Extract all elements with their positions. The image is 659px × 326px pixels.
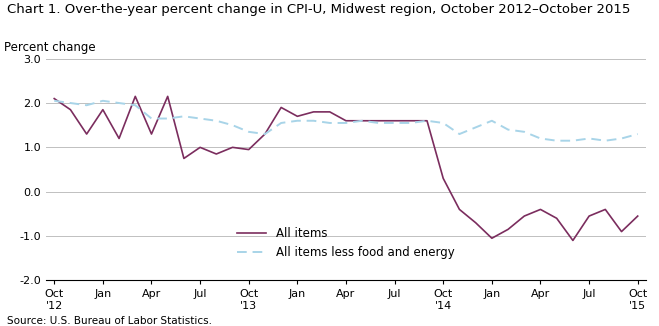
All items less food and energy — [358, 119, 366, 123]
All items — [634, 214, 642, 218]
All items less food and energy — [602, 139, 610, 143]
All items less food and energy — [180, 114, 188, 118]
Text: Percent change: Percent change — [4, 41, 96, 54]
All items less food and energy — [407, 121, 415, 125]
All items less food and energy — [115, 101, 123, 105]
All items — [293, 114, 301, 118]
All items — [374, 119, 382, 123]
All items less food and energy — [440, 121, 447, 125]
All items — [536, 207, 544, 211]
All items less food and energy — [244, 130, 252, 134]
All items less food and energy — [617, 137, 625, 141]
All items — [67, 108, 74, 111]
All items — [148, 132, 156, 136]
All items — [229, 145, 237, 149]
All items less food and energy — [261, 132, 269, 136]
All items less food and energy — [569, 139, 577, 143]
All items less food and energy — [536, 137, 544, 141]
All items — [99, 108, 107, 111]
All items less food and energy — [82, 103, 90, 107]
All items — [212, 152, 220, 156]
All items less food and energy — [148, 117, 156, 121]
All items less food and energy — [293, 119, 301, 123]
All items — [277, 106, 285, 110]
All items — [391, 119, 399, 123]
All items — [423, 119, 431, 123]
All items less food and energy — [196, 117, 204, 121]
Line: All items less food and energy: All items less food and energy — [54, 101, 638, 141]
All items — [261, 132, 269, 136]
All items less food and energy — [455, 132, 463, 136]
All items — [326, 110, 333, 114]
All items less food and energy — [50, 99, 58, 103]
All items — [310, 110, 318, 114]
All items — [504, 228, 512, 231]
All items — [407, 119, 415, 123]
All items less food and energy — [131, 103, 139, 107]
All items — [180, 156, 188, 160]
All items less food and energy — [342, 121, 350, 125]
All items — [163, 95, 171, 98]
All items — [521, 214, 529, 218]
All items less food and energy — [99, 99, 107, 103]
Legend: All items, All items less food and energy: All items, All items less food and energ… — [232, 222, 459, 263]
All items less food and energy — [634, 132, 642, 136]
All items less food and energy — [229, 123, 237, 127]
All items less food and energy — [423, 119, 431, 123]
All items — [553, 216, 561, 220]
All items — [244, 148, 252, 152]
All items — [569, 239, 577, 243]
All items — [358, 119, 366, 123]
All items less food and energy — [163, 117, 171, 121]
All items — [488, 236, 496, 240]
All items less food and energy — [374, 121, 382, 125]
All items less food and energy — [310, 119, 318, 123]
All items — [585, 214, 593, 218]
All items — [472, 221, 480, 225]
Line: All items: All items — [54, 96, 638, 241]
All items less food and energy — [488, 119, 496, 123]
All items — [115, 137, 123, 141]
All items less food and energy — [472, 126, 480, 129]
All items less food and energy — [553, 139, 561, 143]
Text: Chart 1. Over-the-year percent change in CPI-U, Midwest region, October 2012–Oct: Chart 1. Over-the-year percent change in… — [7, 3, 630, 16]
Text: Source: U.S. Bureau of Labor Statistics.: Source: U.S. Bureau of Labor Statistics. — [7, 316, 212, 326]
All items less food and energy — [391, 121, 399, 125]
All items less food and energy — [277, 121, 285, 125]
All items — [131, 95, 139, 98]
All items — [602, 207, 610, 211]
All items — [617, 230, 625, 233]
All items less food and energy — [585, 137, 593, 141]
All items — [455, 207, 463, 211]
All items less food and energy — [521, 130, 529, 134]
All items — [50, 96, 58, 100]
All items less food and energy — [326, 121, 333, 125]
All items less food and energy — [67, 101, 74, 105]
All items less food and energy — [504, 128, 512, 132]
All items — [82, 132, 90, 136]
All items — [440, 176, 447, 180]
All items — [196, 145, 204, 149]
All items less food and energy — [212, 119, 220, 123]
All items — [342, 119, 350, 123]
